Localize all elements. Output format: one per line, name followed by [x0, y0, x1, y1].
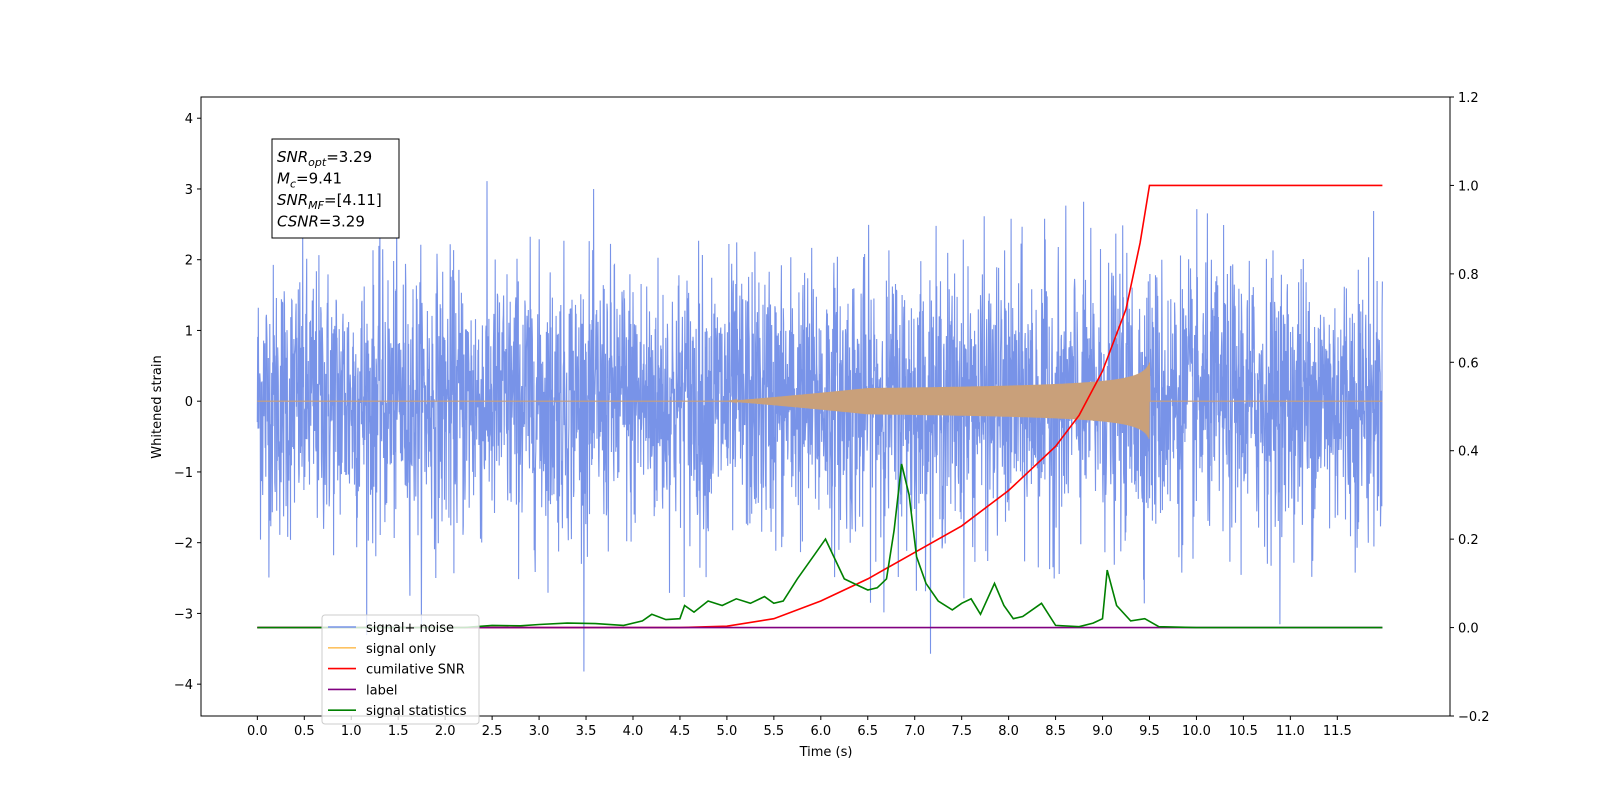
y-tick-label: 3 [185, 183, 193, 198]
legend-item-signal-noise: signal+ noise [328, 621, 454, 636]
y2-tick-label: −0.2 [1458, 710, 1490, 725]
x-tick-label: 10.0 [1182, 724, 1211, 739]
info-box-line: SNRMF=[4.11] [277, 191, 382, 212]
y2-tick-label: 1.2 [1458, 91, 1479, 106]
x-axis-label: Time (s) [799, 745, 853, 760]
y-tick-label: 2 [185, 254, 193, 269]
x-tick-label: 6.5 [857, 724, 878, 739]
x-tick-label: 0.5 [294, 724, 315, 739]
y-tick-label: −2 [174, 537, 193, 552]
x-tick-label: 3.5 [576, 724, 597, 739]
signal-noise-line [256, 181, 1383, 672]
x-tick-label: 3.0 [529, 724, 550, 739]
legend-item-signal-statistics: signal statistics [328, 704, 467, 719]
x-tick-label: 11.5 [1323, 724, 1352, 739]
info-box-line: Mc=9.41 [277, 170, 342, 191]
x-tick-label: 8.0 [998, 724, 1019, 739]
x-tick-label: 7.0 [904, 724, 925, 739]
info-box-line: CSNR=3.29 [277, 213, 365, 231]
y-tick-label: −3 [174, 607, 193, 622]
signal-statistics-line [257, 463, 1383, 629]
y-axis-label: Whitened strain [150, 355, 165, 458]
legend-label: label [366, 683, 397, 698]
y-tick-label: 4 [185, 112, 193, 127]
x-tick-label: 0.0 [247, 724, 268, 739]
y2-tick-label: 0.4 [1458, 445, 1479, 460]
x-tick-label: 5.5 [764, 724, 785, 739]
y-tick-label: 1 [185, 324, 193, 339]
x-tick-label: 2.0 [435, 724, 456, 739]
info-box-line: SNRopt=3.29 [277, 148, 372, 169]
legend: signal+ noise signal only cumilative SNR la… [321, 614, 480, 725]
x-tick-label: 6.0 [810, 724, 831, 739]
x-tick-label: 5.0 [717, 724, 738, 739]
y2-tick-label: 1.0 [1458, 179, 1479, 194]
y2-tick-label: 0.8 [1458, 268, 1479, 283]
legend-frame [321, 614, 480, 725]
signal-only-line [257, 362, 1383, 439]
y-axis-right: −0.2 0.0 0.2 0.4 0.6 0.8 1.0 1.2 [1450, 91, 1490, 725]
y-tick-label: −1 [174, 466, 193, 481]
x-tick-label: 9.0 [1092, 724, 1113, 739]
plot-frame [200, 96, 1451, 717]
x-tick-label: 11.0 [1276, 724, 1305, 739]
legend-item-cumilative-snr: cumilative SNR [328, 663, 465, 678]
x-tick-label: 1.5 [388, 724, 409, 739]
x-tick-label: 2.5 [482, 724, 503, 739]
legend-label: cumilative SNR [366, 663, 465, 678]
y-tick-label: −4 [174, 678, 193, 693]
legend-item-label: label [328, 683, 397, 698]
x-tick-label: 4.0 [623, 724, 644, 739]
cumilative-snr-line [257, 184, 1383, 629]
legend-item-signal-only: signal only [328, 642, 436, 657]
x-axis: 0.0 0.5 1.0 1.5 2.0 2.5 3.0 3.5 4.0 4.5 5.0 5.5 6.0 6… [247, 716, 1352, 739]
x-tick-label: 7.5 [951, 724, 972, 739]
y-axis-left: −4 −3 −2 −1 0 1 2 3 4 [174, 112, 201, 693]
legend-label: signal statistics [366, 704, 467, 719]
x-tick-label: 4.5 [670, 724, 691, 739]
y2-tick-label: 0.0 [1458, 622, 1479, 637]
legend-label: signal+ noise [366, 621, 454, 636]
x-tick-label: 9.5 [1139, 724, 1160, 739]
y2-tick-label: 0.6 [1458, 356, 1479, 371]
x-tick-label: 8.5 [1045, 724, 1066, 739]
y-tick-label: 0 [185, 395, 193, 410]
x-tick-label: 10.5 [1229, 724, 1258, 739]
legend-label: signal only [366, 642, 436, 657]
y2-tick-label: 0.2 [1458, 533, 1479, 548]
x-tick-label: 1.0 [341, 724, 362, 739]
info-box-frame [271, 138, 400, 239]
